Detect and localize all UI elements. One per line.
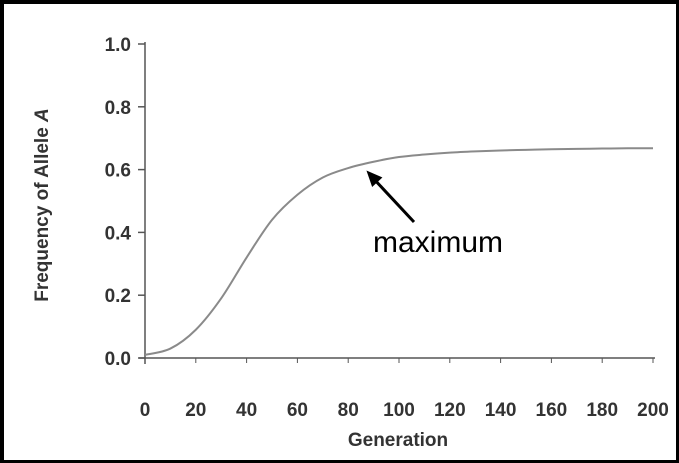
- y-axis-title-text: Frequency of Allele: [32, 122, 53, 302]
- axes: [139, 42, 655, 364]
- x-tick-labels: 0 20 40 60 80 100 120 140 160 180 200: [140, 400, 669, 421]
- y-tick-label: 0.8: [105, 98, 131, 119]
- x-tick-label: 0: [140, 400, 151, 421]
- annotation-label: maximum: [373, 226, 503, 259]
- x-tick-label: 100: [383, 400, 415, 421]
- x-tick-label: 200: [637, 400, 669, 421]
- series-group: [144, 147, 654, 356]
- series-line: [144, 147, 654, 356]
- y-tick-label: 0.2: [105, 286, 131, 307]
- x-tick-label: 160: [536, 400, 568, 421]
- y-axis-title: Frequency of Allele A: [32, 108, 53, 302]
- x-tick-label: 140: [485, 400, 517, 421]
- annotation: [366, 170, 416, 224]
- x-tick-label: 180: [586, 400, 618, 421]
- x-tick-label: 120: [434, 400, 466, 421]
- y-tick-label: 1.0: [105, 35, 131, 56]
- tick-marks: [138, 43, 654, 363]
- x-tick-label: 60: [287, 400, 308, 421]
- y-tick-label: 0.0: [105, 349, 131, 370]
- x-tick-label: 80: [338, 400, 359, 421]
- x-tick-label: 40: [236, 400, 257, 421]
- y-tick-label: 0.4: [105, 223, 132, 244]
- annotation-arrow-line: [371, 176, 416, 224]
- annotation-arrow-head: [366, 170, 383, 187]
- y-axis-title-symbol: A: [32, 108, 53, 123]
- x-tick-label: 20: [185, 400, 206, 421]
- x-axis-title: Generation: [348, 430, 448, 451]
- y-tick-labels: 0.0 0.2 0.4 0.6 0.8 1.0: [105, 35, 132, 370]
- y-tick-label: 0.6: [105, 161, 131, 182]
